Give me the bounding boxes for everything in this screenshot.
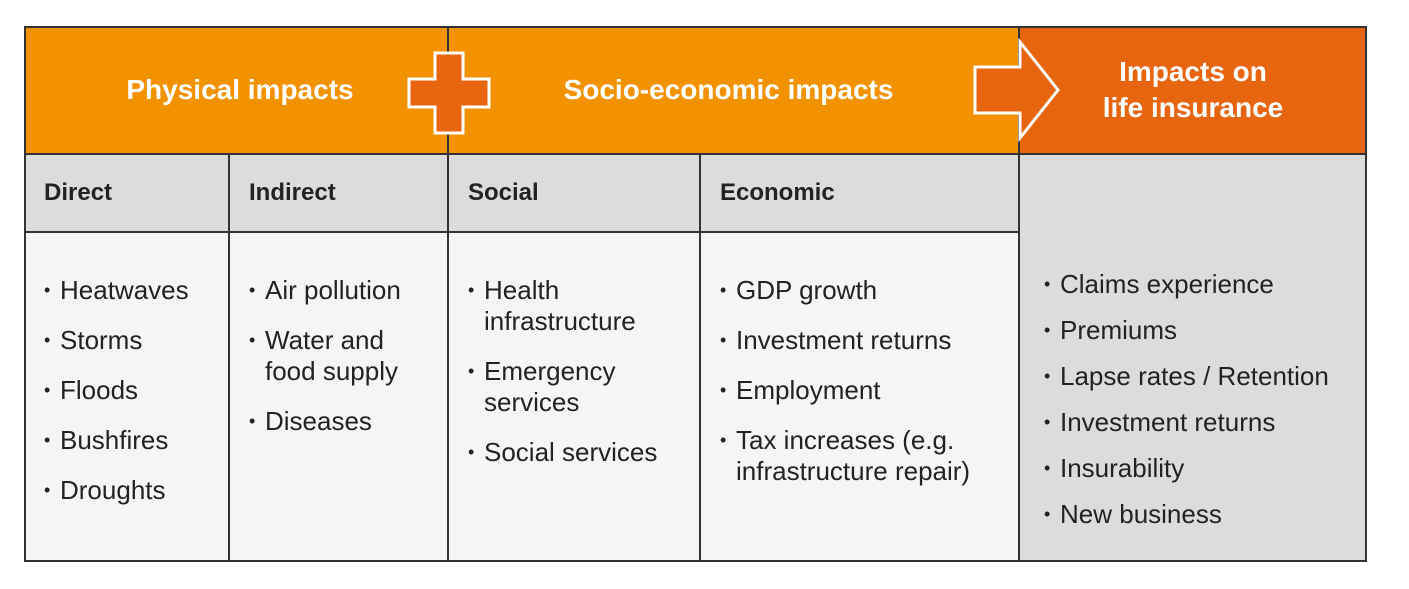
direct-list: Heatwaves Storms Floods Bushfires Drough… bbox=[44, 275, 189, 506]
arrow-right-icon bbox=[973, 37, 1060, 143]
border-left bbox=[24, 26, 26, 562]
list-item: Insurability bbox=[1044, 453, 1364, 484]
direct-subheader: Direct bbox=[24, 154, 229, 232]
list-item: GDP growth bbox=[720, 275, 1005, 306]
indirect-subheader: Indirect bbox=[229, 154, 448, 232]
list-item: Investment returns bbox=[720, 325, 1005, 356]
life-insurance-list: Claims experience Premiums Lapse rates /… bbox=[1044, 269, 1364, 530]
list-item: Storms bbox=[44, 325, 189, 356]
list-item: Heatwaves bbox=[44, 275, 189, 306]
list-item: Emergency services bbox=[468, 356, 688, 418]
socio-economic-impacts-label: Socio-economic impacts bbox=[563, 74, 894, 105]
list-item: Investment returns bbox=[1044, 407, 1364, 438]
list-item: Health infrastructure bbox=[468, 275, 688, 337]
economic-label: Economic bbox=[720, 179, 835, 206]
social-list: Health infrastructure Emergency services… bbox=[468, 275, 688, 468]
border-bottom bbox=[24, 560, 1367, 562]
list-item: Bushfires bbox=[44, 425, 189, 456]
list-item: Claims experience bbox=[1044, 269, 1364, 300]
plus-icon bbox=[407, 51, 491, 135]
life-insurance-header-text: Impacts on life insurance bbox=[1103, 54, 1284, 126]
list-item: Water and food supply bbox=[249, 325, 434, 387]
economic-list: GDP growth Investment returns Employment… bbox=[720, 275, 1005, 487]
indirect-label: Indirect bbox=[249, 179, 336, 206]
social-subheader: Social bbox=[448, 154, 700, 232]
direct-label: Direct bbox=[44, 179, 113, 206]
life-insurance-body bbox=[1019, 154, 1367, 562]
col-divider bbox=[1018, 26, 1020, 562]
socio-economic-impacts-header: Socio-economic impacts bbox=[448, 26, 1019, 154]
list-item: Employment bbox=[720, 375, 1005, 406]
list-item: Air pollution bbox=[249, 275, 434, 306]
indirect-list: Air pollution Water and food supply Dise… bbox=[249, 275, 434, 437]
impacts-diagram: Physical impacts Socio-economic impacts … bbox=[24, 26, 1367, 562]
col-divider bbox=[447, 26, 449, 562]
col-divider bbox=[228, 154, 230, 562]
physical-impacts-header: Physical impacts bbox=[24, 26, 448, 154]
economic-subheader: Economic bbox=[700, 154, 1019, 232]
list-item: New business bbox=[1044, 499, 1364, 530]
border-right bbox=[1365, 26, 1367, 562]
list-item: Droughts bbox=[44, 475, 189, 506]
life-header-line2: life insurance bbox=[1102, 92, 1284, 123]
list-item: Premiums bbox=[1044, 315, 1364, 346]
life-insurance-impacts-header: Impacts on life insurance bbox=[1019, 26, 1367, 154]
list-item: Floods bbox=[44, 375, 189, 406]
list-item: Diseases bbox=[249, 406, 434, 437]
col-divider bbox=[699, 154, 701, 562]
list-item: Tax increases (e.g. infrastructure repai… bbox=[720, 425, 1005, 487]
life-header-line1: Impacts on bbox=[1119, 56, 1267, 87]
border-top bbox=[24, 26, 1367, 28]
list-item: Lapse rates / Retention bbox=[1044, 361, 1364, 392]
physical-impacts-label: Physical impacts bbox=[126, 74, 354, 105]
subheader-divider bbox=[24, 231, 1019, 233]
social-label: Social bbox=[468, 179, 539, 206]
header-divider bbox=[24, 153, 1367, 155]
list-item: Social services bbox=[468, 437, 688, 468]
